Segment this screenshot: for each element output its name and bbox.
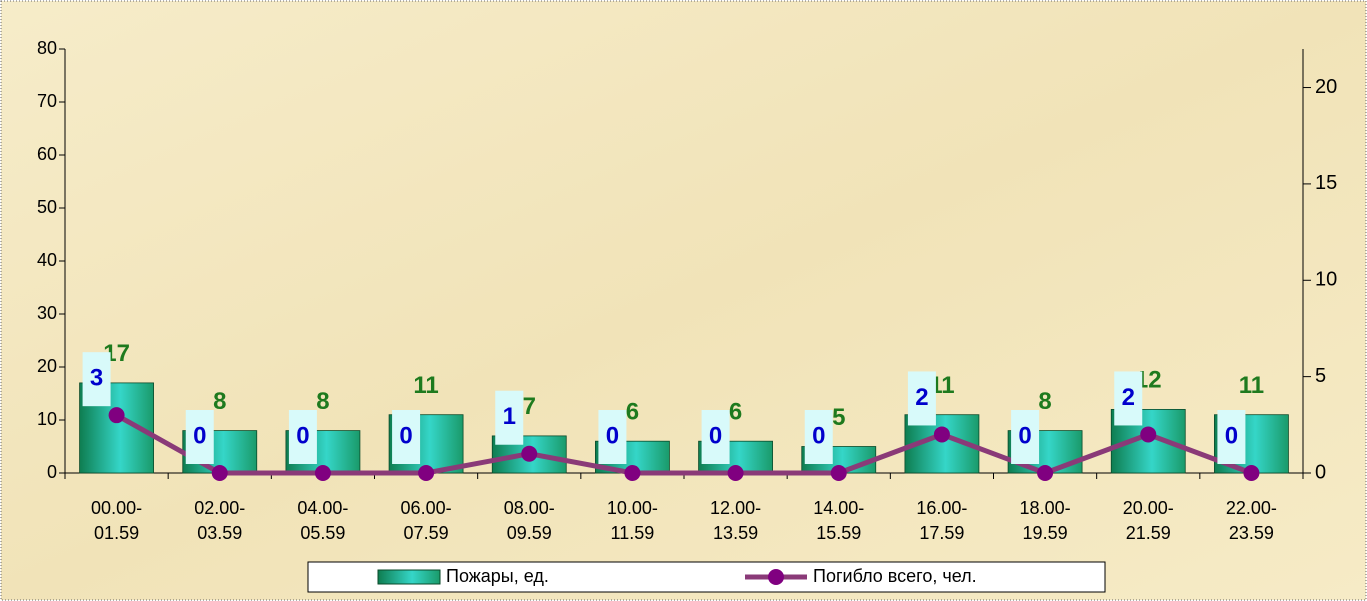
x-tick-label: 02.00-03.59	[194, 498, 245, 543]
line-label-box	[392, 410, 421, 464]
x-tick-label: 08.00-09.59	[504, 498, 555, 543]
line-marker	[521, 445, 538, 462]
y-tick-label: 60	[37, 144, 57, 164]
bar-value-label: 8	[1038, 388, 1051, 415]
y-tick-label: 40	[37, 250, 57, 270]
bar-value-label: 11	[413, 372, 438, 399]
line-marker	[314, 465, 331, 481]
line-value-label: 0	[709, 422, 722, 449]
y2-tick-label: 20	[1315, 76, 1337, 98]
line-marker	[1243, 465, 1260, 481]
y-tick-label: 70	[37, 91, 57, 111]
line-marker	[624, 465, 641, 481]
line-label-box	[598, 410, 627, 464]
line-value-label: 0	[606, 422, 619, 449]
x-tick-label: 06.00-07.59	[401, 498, 452, 543]
bar-value-label: 8	[316, 388, 329, 415]
bar-value-label: 6	[729, 399, 742, 426]
x-tick-label: 18.00-19.59	[1020, 498, 1071, 543]
bar-value-label: 5	[832, 404, 845, 431]
legend-swatch	[377, 569, 441, 585]
y2-tick-label: 15	[1315, 172, 1337, 194]
line-marker	[418, 465, 435, 481]
line-label-box	[495, 390, 524, 445]
line-label-box	[288, 410, 317, 464]
y2-tick-label: 10	[1315, 269, 1337, 291]
x-tick-label: 12.00-13.59	[710, 498, 761, 543]
line-value-label: 0	[193, 422, 206, 449]
line-value-label: 0	[296, 422, 309, 449]
y-tick-label: 80	[37, 38, 57, 58]
line-marker	[933, 426, 950, 443]
line-label-box	[82, 352, 111, 407]
y2-tick-label: 5	[1315, 365, 1326, 387]
y2-tick-label: 0	[1315, 461, 1326, 483]
line-value-label: 1	[503, 403, 516, 430]
line-label-box	[907, 371, 936, 426]
legend-label: Пожары, ед.	[446, 566, 549, 586]
x-tick-label: 04.00-05.59	[297, 498, 348, 543]
line-marker	[1037, 465, 1054, 481]
y-tick-label: 10	[37, 409, 57, 429]
y-tick-label: 50	[37, 197, 57, 217]
x-tick-label: 20.00-21.59	[1123, 498, 1174, 543]
line-value-label: 3	[90, 365, 103, 392]
y-tick-label: 30	[37, 303, 57, 323]
line-marker	[830, 465, 847, 481]
line-value-label: 0	[399, 422, 412, 449]
line-label-box	[701, 410, 730, 464]
line-marker	[727, 465, 744, 481]
bar-value-label: 8	[213, 388, 226, 415]
line	[115, 413, 1253, 476]
bar-value-label: 11	[1239, 372, 1264, 399]
line-value-label: 0	[1018, 422, 1031, 449]
line-value-label: 0	[812, 422, 825, 449]
line-marker	[108, 407, 125, 424]
line-value-label: 2	[1122, 384, 1135, 411]
line-label-box	[185, 410, 214, 464]
line-value-label: 0	[1225, 422, 1238, 449]
x-tick-label: 16.00-17.59	[916, 498, 967, 543]
x-tick-label: 22.00-23.59	[1226, 498, 1277, 543]
legend-label: Погибло всего, чел.	[813, 566, 977, 586]
line-label-box	[1114, 371, 1143, 426]
line-marker	[211, 465, 228, 481]
x-tick-label: 10.00-11.59	[607, 498, 658, 543]
y-tick-label: 0	[47, 462, 57, 482]
bar-value-label: 6	[626, 399, 639, 426]
legend	[307, 561, 1106, 593]
legend-marker	[768, 569, 784, 585]
y-tick-label: 20	[37, 356, 57, 376]
line-value-label: 2	[915, 384, 928, 411]
line-marker	[1140, 426, 1157, 443]
bar-value-label: 7	[523, 393, 536, 420]
line-label-box	[1011, 410, 1040, 464]
line-label-box	[1217, 410, 1246, 464]
line-label-box	[804, 410, 833, 464]
x-tick-label: 14.00-15.59	[813, 498, 864, 543]
x-tick-label: 00.00-01.59	[91, 498, 142, 543]
